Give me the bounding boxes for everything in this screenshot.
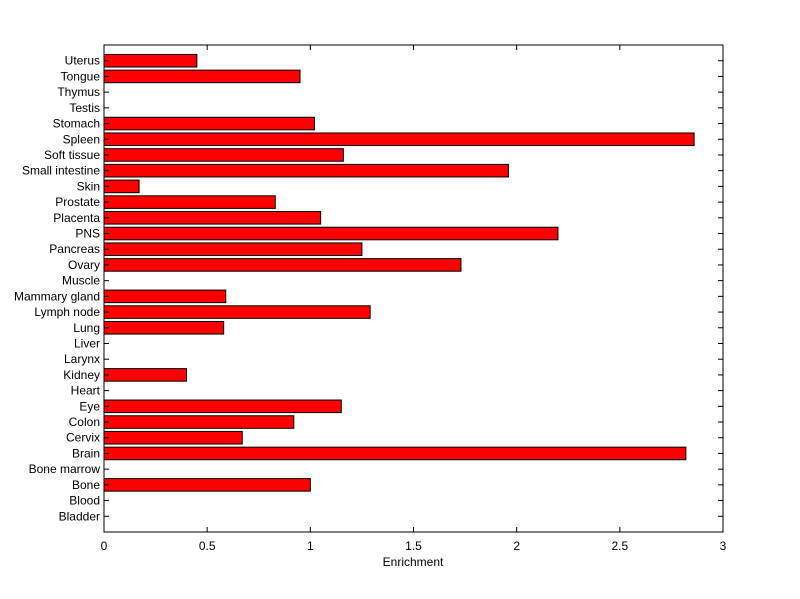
y-tick-label: Lung	[73, 321, 100, 335]
bar-skin	[103, 179, 140, 194]
y-tick-label: Eye	[79, 399, 100, 413]
bar-kidney	[103, 368, 188, 382]
bar-brain	[103, 446, 687, 461]
x-tick-label: 2	[513, 539, 520, 553]
x-tick-label: 1	[307, 539, 314, 553]
y-tick-label: Mammary gland	[14, 289, 100, 303]
y-tick-label: Pancreas	[49, 242, 100, 256]
x-tick-label: 3	[720, 539, 727, 553]
y-tick-label: Thymus	[57, 85, 100, 99]
x-axis-label: Enrichment	[383, 555, 444, 569]
x-tick-label: 1.5	[405, 539, 422, 553]
y-tick-label: Bladder	[59, 509, 100, 523]
y-tick-label: Prostate	[55, 195, 100, 209]
bar-pancreas	[103, 242, 363, 257]
bar-prostate	[103, 195, 276, 209]
bar-placenta	[103, 211, 322, 225]
x-tick-label: 2.5	[611, 539, 628, 553]
y-tick-label: Brain	[72, 446, 100, 460]
y-tick-label: Testis	[69, 101, 100, 115]
bar-mammary-gland	[103, 289, 227, 304]
y-tick-label: PNS	[75, 227, 100, 241]
bar-tongue	[103, 69, 301, 84]
y-tick-label: Tongue	[61, 69, 101, 83]
bar-stomach	[103, 116, 315, 131]
bars-layer	[103, 53, 695, 492]
bar-pns	[103, 226, 559, 241]
y-tick-label: Skin	[77, 179, 100, 193]
bar-lymph-node	[103, 305, 371, 319]
bar-lung	[103, 320, 225, 335]
y-tick-label: Soft tissue	[44, 148, 100, 162]
y-tick-label: Heart	[71, 384, 101, 398]
ticks-layer	[103, 45, 724, 532]
bar-small-intestine	[103, 163, 509, 178]
bar-colon	[103, 415, 295, 429]
bar-uterus	[103, 53, 198, 68]
y-tick-label: Ovary	[68, 258, 100, 272]
y-tick-label: Placenta	[53, 211, 100, 225]
y-tick-label: Bone	[72, 478, 100, 492]
y-tick-label: Muscle	[62, 274, 100, 288]
y-tick-label: Blood	[69, 494, 100, 508]
bar-soft-tissue	[103, 148, 344, 162]
y-tick-label: Stomach	[53, 117, 100, 131]
x-tick-label: 0.5	[199, 539, 216, 553]
y-tick-label: Spleen	[63, 132, 100, 146]
y-tick-label: Cervix	[66, 431, 100, 445]
y-tick-label: Lymph node	[34, 305, 100, 319]
bar-spleen	[103, 132, 695, 147]
y-tick-label: Small intestine	[22, 164, 100, 178]
y-tick-label: Liver	[74, 336, 100, 350]
x-tick-label: 0	[101, 539, 108, 553]
bar-ovary	[103, 258, 462, 272]
bar-cervix	[103, 430, 243, 445]
y-tick-label: Uterus	[65, 54, 100, 68]
bar-bone	[103, 478, 311, 492]
y-tick-label: Kidney	[63, 368, 100, 382]
bar-eye	[103, 399, 342, 414]
y-tick-label: Larynx	[64, 352, 100, 366]
y-tick-label: Bone marrow	[29, 462, 101, 476]
y-tick-label: Colon	[69, 415, 100, 429]
